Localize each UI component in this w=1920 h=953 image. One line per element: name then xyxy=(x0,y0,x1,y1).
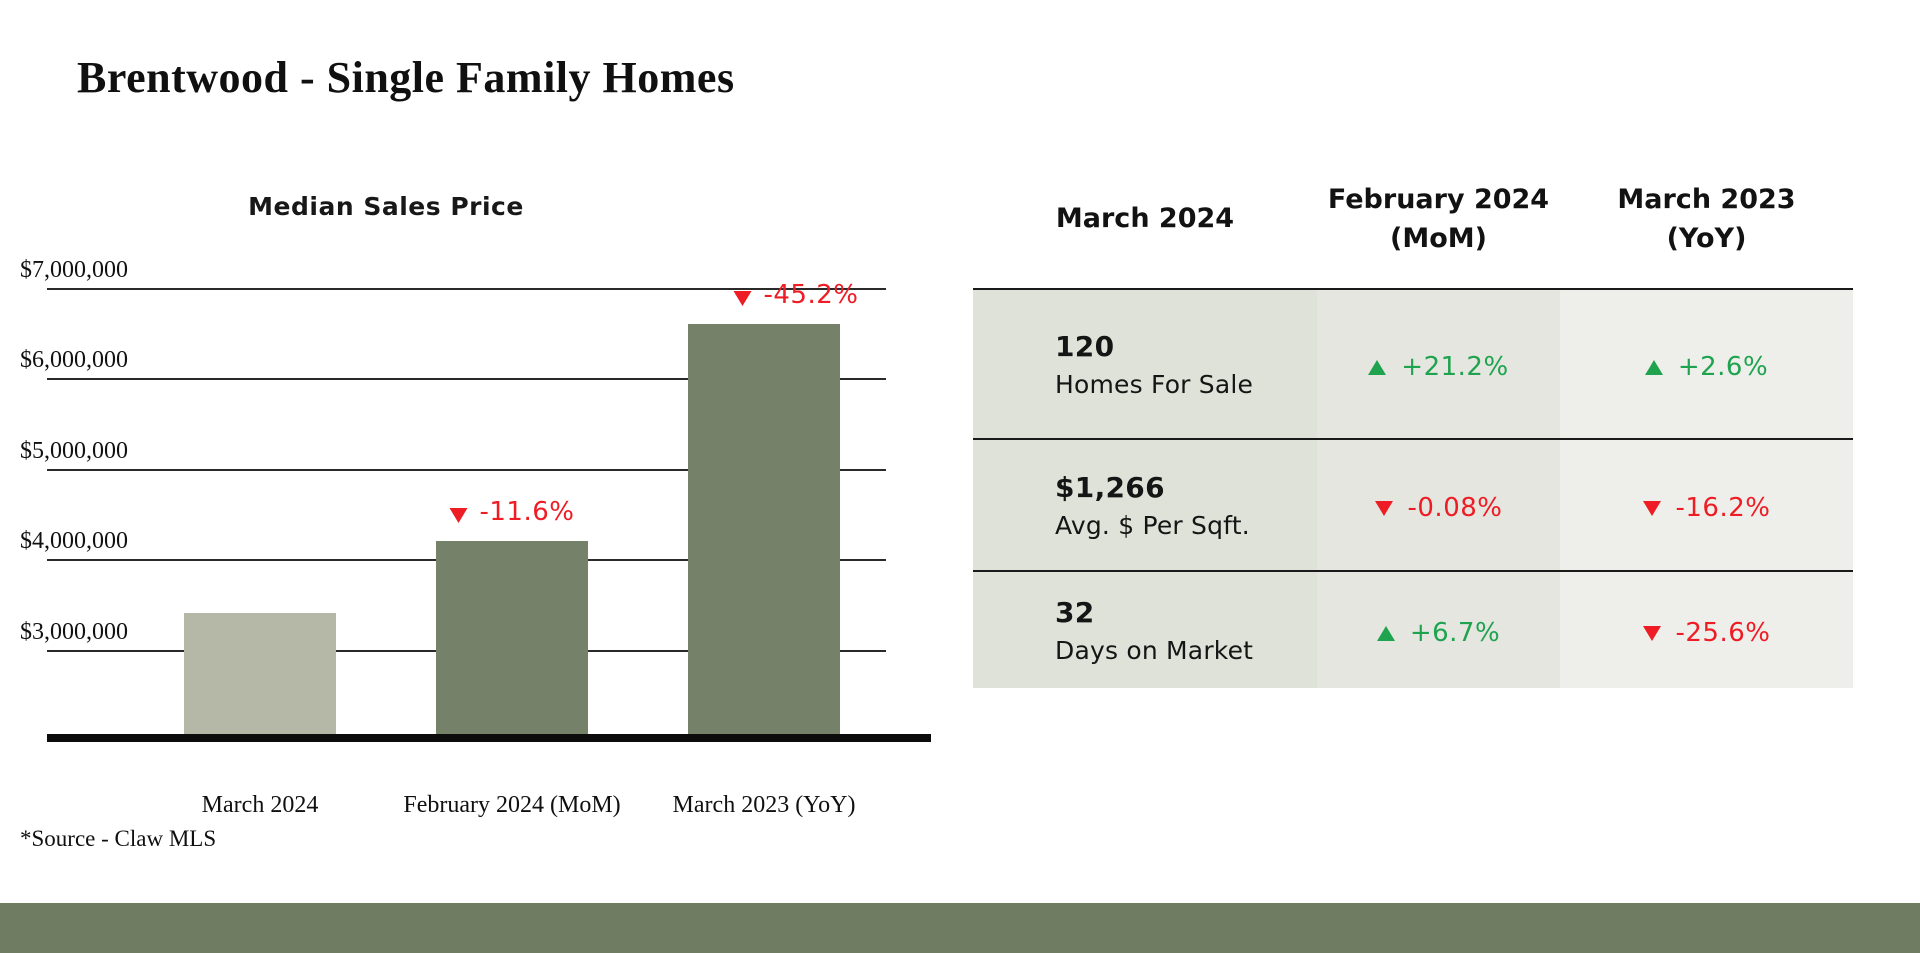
mom-percent-value: +21.2% xyxy=(1401,352,1509,382)
table-row: 120 Homes For Sale +21.2% +2.6% xyxy=(973,288,1853,438)
chart-title: Median Sales Price xyxy=(248,192,524,221)
page-title: Brentwood - Single Family Homes xyxy=(77,53,735,102)
column-header-march-2023-yoy: March 2023 (YoY) xyxy=(1617,183,1796,254)
metric-cell: 120 Homes For Sale xyxy=(973,290,1317,438)
triangle-up-icon xyxy=(1376,625,1395,641)
triangle-up-icon xyxy=(1368,359,1387,375)
gridline xyxy=(47,468,886,471)
table-row: 32 Days on Market +6.7% -25.6% xyxy=(973,570,1853,688)
column-header-march-2024: March 2024 xyxy=(1055,203,1235,235)
yoy-percent-value: +2.6% xyxy=(1677,352,1769,382)
y-tick-label: $7,000,000 xyxy=(20,257,128,283)
table-row: $1,266 Avg. $ Per Sqft. -0.08% -16.2% xyxy=(973,438,1853,570)
y-tick-label: $4,000,000 xyxy=(20,528,128,555)
triangle-up-icon xyxy=(1644,359,1663,375)
y-tick-label: $3,000,000 xyxy=(20,618,128,645)
triangle-down-icon xyxy=(449,508,468,524)
bar-march-2023-yoy- xyxy=(688,324,840,735)
annotation-percent-label: -11.6% xyxy=(479,497,575,528)
metric-label: Days on Market xyxy=(1055,635,1254,665)
bar-february-2024-mom- xyxy=(436,541,588,735)
mom-change-cell: +21.2% xyxy=(1317,290,1560,438)
metric-label: Homes For Sale xyxy=(1055,369,1254,399)
y-tick-label: $5,000,000 xyxy=(20,437,128,464)
metric-value: $1,266 xyxy=(1055,470,1165,504)
metric-cell: $1,266 Avg. $ Per Sqft. xyxy=(973,440,1317,570)
gridline xyxy=(47,378,886,381)
x-axis-label: February 2024 (MoM) xyxy=(403,792,621,818)
bar-march-2024 xyxy=(184,613,336,735)
bar-change-annotation: -11.6% xyxy=(449,497,575,528)
yoy-change-cell: -16.2% xyxy=(1560,440,1853,570)
yoy-change-cell: -25.6% xyxy=(1560,572,1853,688)
column-header-february-2024-mom: February 2024 (MoM) xyxy=(1327,183,1550,254)
mom-percent-value: -0.08% xyxy=(1407,493,1503,523)
metrics-table: March 2024 February 2024 (MoM) March 202… xyxy=(973,150,1853,688)
yoy-percent-value: -25.6% xyxy=(1675,618,1771,648)
bar-change-annotation: -45.2% xyxy=(733,280,859,311)
metrics-table-header: March 2024 February 2024 (MoM) March 202… xyxy=(973,150,1853,288)
metrics-table-body: 120 Homes For Sale +21.2% +2.6% $1,266 Avg. $… xyxy=(973,288,1853,688)
yoy-change-cell: +2.6% xyxy=(1560,290,1853,438)
triangle-down-icon xyxy=(1642,500,1661,516)
x-axis-label: March 2023 (YoY) xyxy=(672,792,856,818)
annotation-percent-label: -45.2% xyxy=(763,280,859,311)
footer-accent-bar xyxy=(0,903,1920,953)
yoy-percent-value: -16.2% xyxy=(1675,493,1771,523)
chart-x-axis-line xyxy=(47,734,931,742)
mom-percent-value: +6.7% xyxy=(1409,618,1501,648)
triangle-down-icon xyxy=(1374,500,1393,516)
median-sales-price-chart: Median Sales Price $7,000,000 $6,000,000 $… xyxy=(20,192,931,818)
metric-value: 120 xyxy=(1055,329,1115,363)
triangle-down-icon xyxy=(733,291,752,307)
x-axis-label: March 2024 xyxy=(201,792,319,818)
triangle-down-icon xyxy=(1642,625,1661,641)
y-tick-label: $6,000,000 xyxy=(20,347,128,374)
gridline xyxy=(47,288,886,290)
metric-value: 32 xyxy=(1055,595,1095,629)
source-note: *Source - Claw MLS xyxy=(20,826,217,851)
mom-change-cell: -0.08% xyxy=(1317,440,1560,570)
metric-label: Avg. $ Per Sqft. xyxy=(1055,510,1250,540)
mom-change-cell: +6.7% xyxy=(1317,572,1560,688)
metric-cell: 32 Days on Market xyxy=(973,572,1317,688)
